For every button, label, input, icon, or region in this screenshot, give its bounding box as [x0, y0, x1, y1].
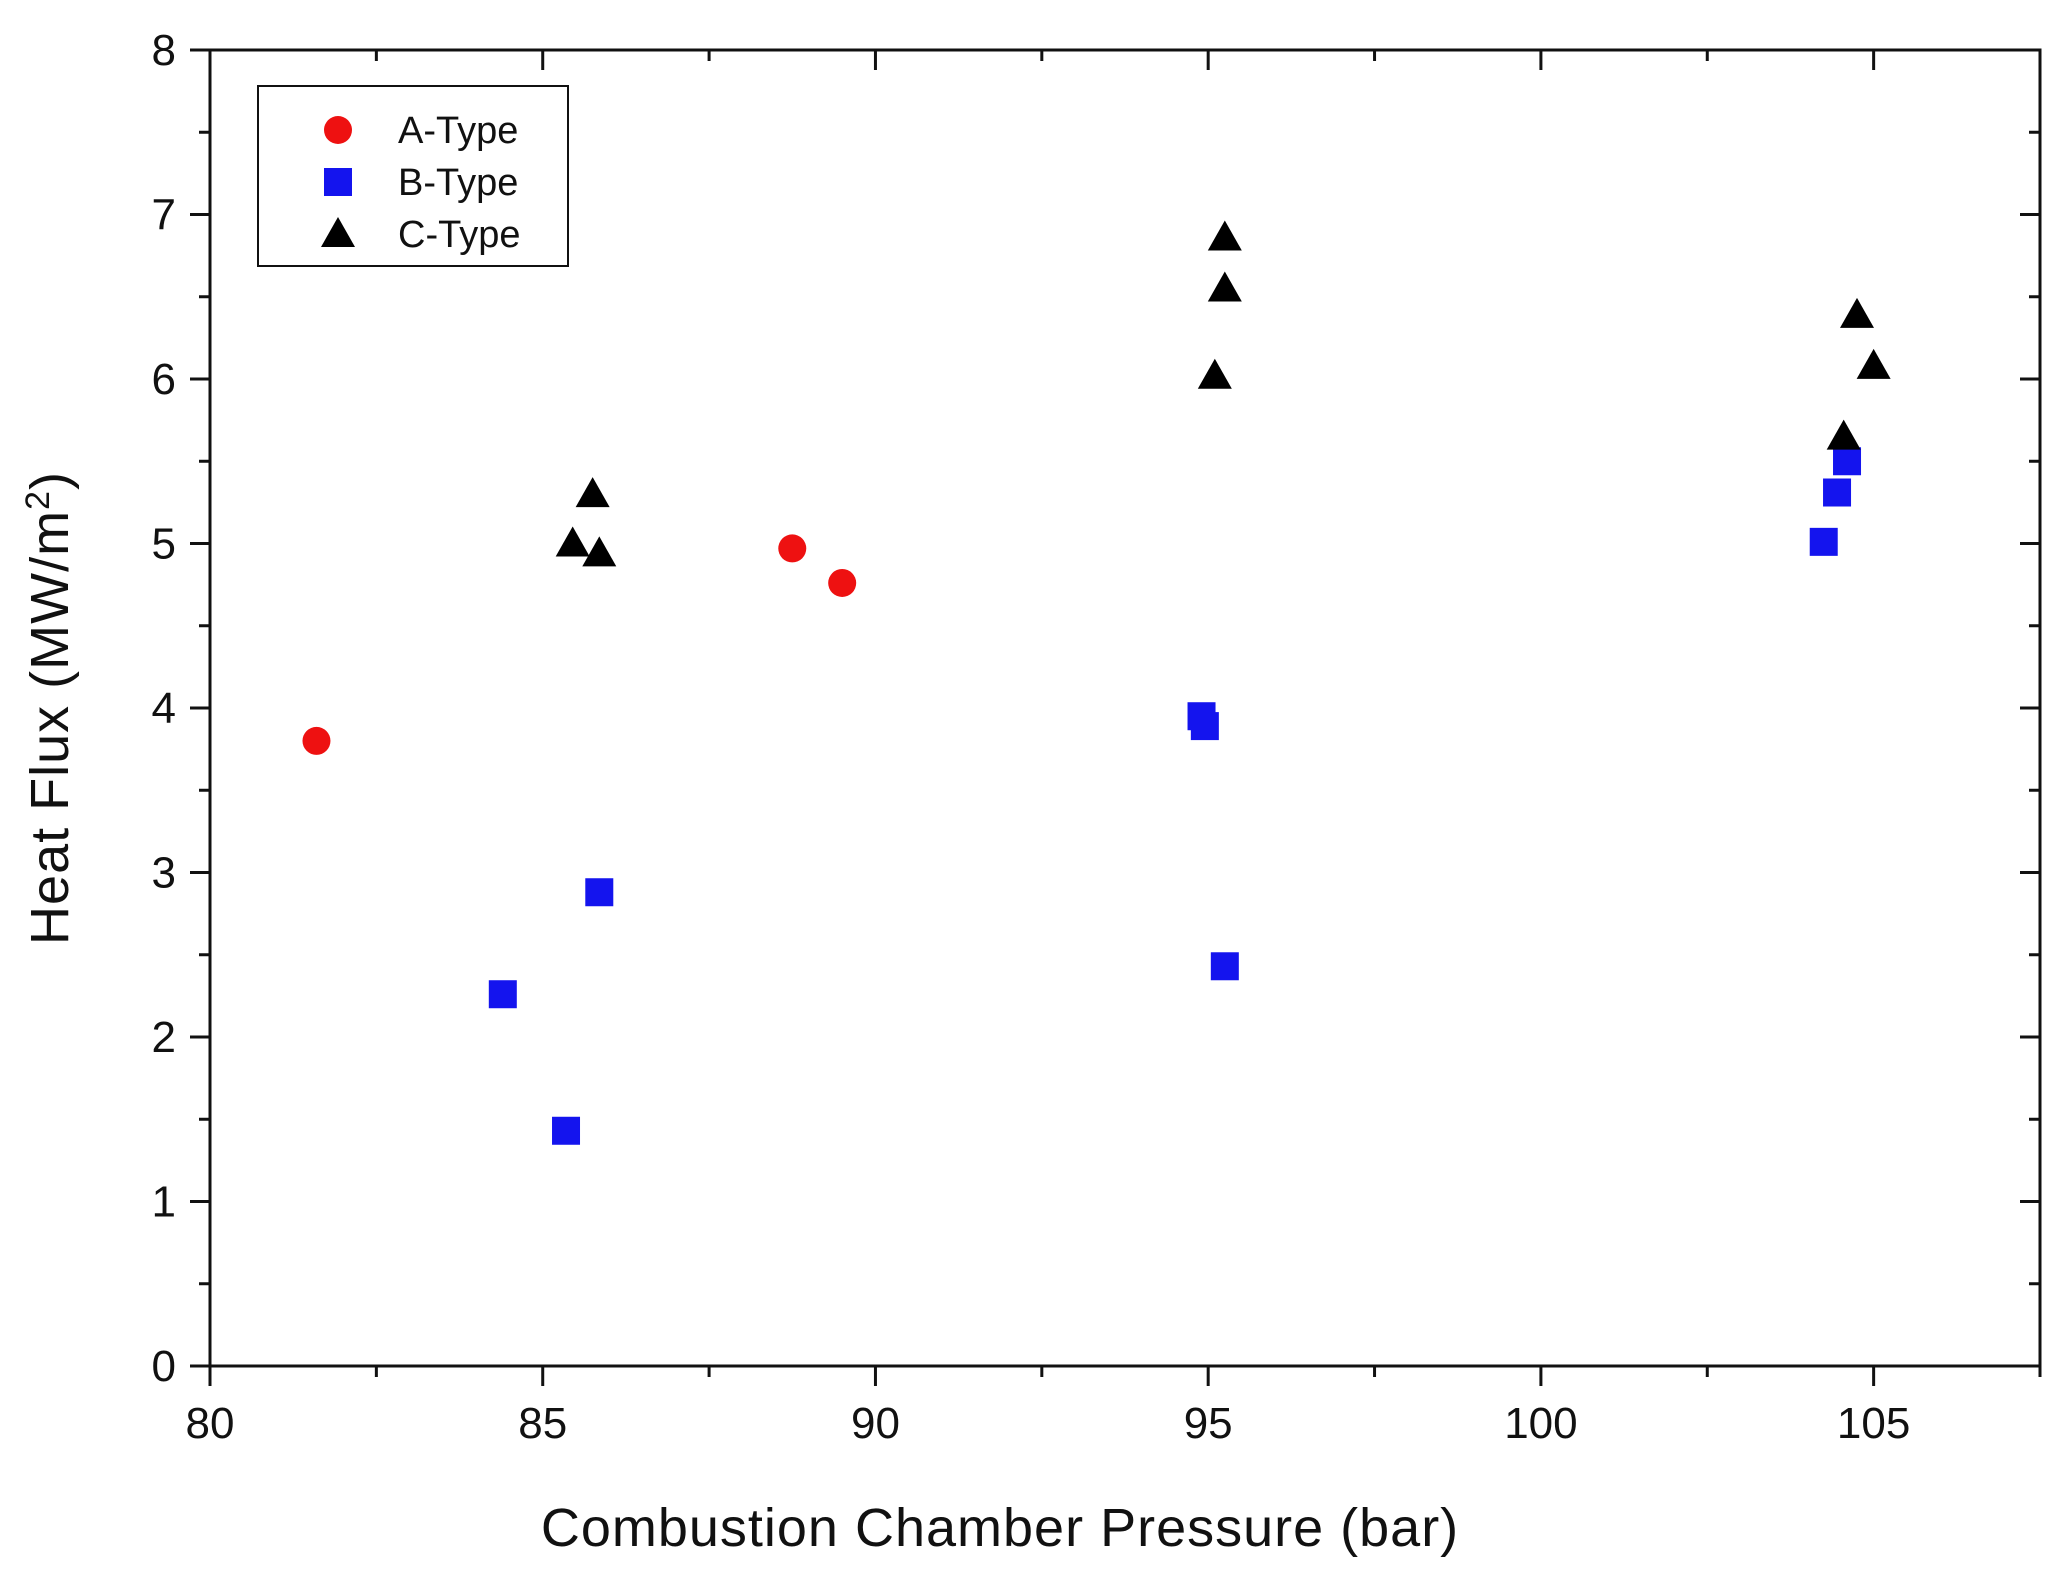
- legend-box: [257, 85, 569, 267]
- legend-marker-a-type: [324, 116, 352, 144]
- x-tick-label: 90: [851, 1399, 900, 1448]
- legend-marker-b-type: [324, 168, 352, 196]
- x-tick-label: 105: [1837, 1399, 1910, 1448]
- b-type-point: [1833, 447, 1862, 476]
- c-type-point: [582, 536, 617, 567]
- a-type-point: [828, 568, 857, 597]
- y-tick-label: 3: [152, 849, 176, 898]
- b-type-point: [585, 878, 614, 907]
- b-type-point: [1809, 527, 1838, 556]
- x-tick-label: 95: [1184, 1399, 1233, 1448]
- legend-label-c-type: C-Type: [398, 214, 520, 256]
- y-tick-label: 5: [152, 520, 176, 569]
- b-type-point: [1210, 952, 1239, 981]
- y-tick-label: 2: [152, 1013, 176, 1062]
- y-tick-label: 8: [152, 26, 176, 75]
- y-axis-title-superscript: 2: [19, 490, 57, 510]
- y-axis-title-close: ): [20, 471, 80, 490]
- y-tick-label: 1: [152, 1178, 176, 1227]
- y-tick-label: 6: [152, 355, 176, 404]
- c-type-point: [1856, 348, 1891, 379]
- legend: A-Type B-Type C-Type: [257, 85, 569, 267]
- c-type-point: [1197, 358, 1232, 389]
- y-tick-label: 4: [152, 684, 176, 733]
- legend-marker-c-type: [321, 217, 355, 247]
- b-type-point: [1190, 712, 1219, 741]
- c-type-point: [1207, 271, 1242, 302]
- data-points: [302, 220, 1891, 1145]
- y-axis-title-main: Heat Flux (MW/m: [20, 510, 80, 945]
- legend-label-a-type: A-Type: [398, 110, 518, 152]
- a-type-point: [778, 534, 807, 563]
- b-type-point: [1823, 478, 1852, 507]
- x-tick-label: 85: [518, 1399, 567, 1448]
- series-a-type: [302, 534, 857, 755]
- series-b-type: [488, 447, 1862, 1145]
- c-type-point: [1840, 297, 1874, 328]
- axis-tick-labels: 80 85 90 95 100 105 0 1 2 3 4 5 6 7 8: [152, 26, 1911, 1448]
- b-type-point: [488, 980, 517, 1009]
- c-type-point: [555, 526, 590, 557]
- y-tick-label: 7: [152, 191, 176, 240]
- legend-label-b-type: B-Type: [398, 162, 518, 204]
- c-type-point: [575, 477, 610, 508]
- a-type-point: [302, 726, 331, 755]
- x-tick-label: 100: [1504, 1399, 1577, 1448]
- x-axis-title: Combustion Chamber Pressure (bar): [541, 1498, 1459, 1558]
- b-type-point: [552, 1116, 581, 1145]
- y-tick-label: 0: [152, 1342, 176, 1391]
- c-type-point: [1207, 220, 1242, 251]
- x-tick-label: 80: [186, 1399, 235, 1448]
- series-c-type: [555, 220, 1891, 567]
- c-type-point: [1826, 419, 1861, 450]
- plot-frame: [208, 48, 2042, 1368]
- y-axis-title: Heat Flux (MW/m2): [19, 471, 80, 945]
